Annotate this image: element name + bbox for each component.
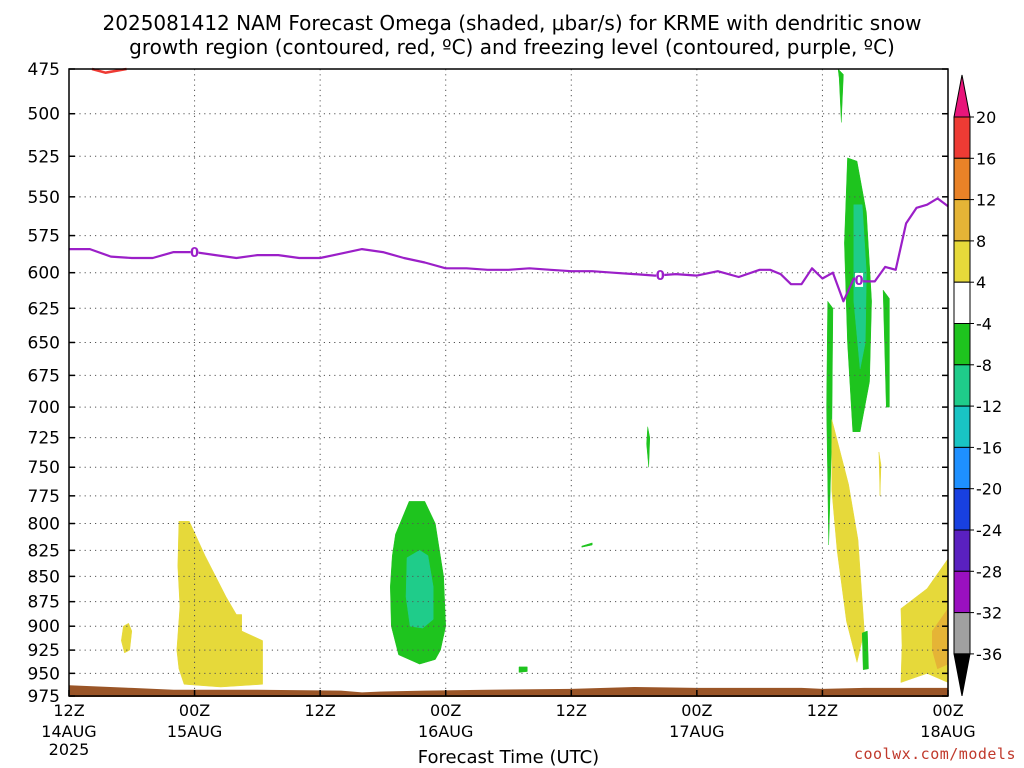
omega-region-1 [121, 623, 133, 654]
colorbar-swatch [953, 323, 971, 366]
y-tick-label: 625 [28, 299, 60, 319]
dgz-contour [91, 67, 127, 74]
x-axis-title: Forecast Time (UTC) [418, 747, 599, 768]
x-tick-label: 2025 [49, 740, 90, 759]
x-tick-label: 12Z [53, 701, 84, 720]
freezing-level-line [69, 197, 949, 303]
y-tick-label: 550 [28, 188, 60, 208]
y-tick-label: 750 [28, 458, 60, 478]
colorbar-label: -36 [976, 645, 1002, 664]
colorbar-label: 12 [976, 191, 996, 210]
colorbar-label: -24 [976, 521, 1002, 540]
x-tick-label: 12Z [304, 701, 335, 720]
colorbar-swatch [953, 405, 971, 448]
colorbar-swatch [953, 488, 971, 531]
x-tick-label: 00Z [430, 701, 461, 720]
omega-region-13 [878, 451, 882, 497]
colorbar-label: -4 [976, 315, 992, 334]
colorbar-label: 8 [976, 232, 986, 251]
colorbar-swatch [953, 364, 971, 407]
colorbar-swatch [953, 612, 971, 655]
omega-region-8 [826, 301, 834, 546]
freezing-level-label: 0 [190, 246, 199, 261]
colorbar-label: 4 [976, 273, 986, 292]
y-tick-label: 700 [28, 398, 60, 418]
colorbar-top-arrow [953, 74, 971, 118]
credit-text: coolwx.com/models [853, 745, 1016, 763]
x-tick-label: 18AUG [920, 722, 975, 741]
x-tick-label: 12Z [556, 701, 587, 720]
x-tick-label: 12Z [807, 701, 838, 720]
colorbar-label: -32 [976, 604, 1002, 623]
y-tick-label: 800 [28, 515, 60, 535]
colorbar-swatch [953, 446, 971, 490]
chart-title-line-1: 2025081412 NAM Forecast Omega (shaded, μ… [102, 11, 922, 35]
y-tick-label: 725 [28, 429, 60, 449]
colorbar-swatch [953, 199, 971, 242]
omega-region-7 [837, 68, 844, 123]
colorbar-swatch [953, 529, 971, 572]
omega-region-6 [646, 426, 651, 468]
colorbar-label: -20 [976, 480, 1002, 499]
plot-frame [68, 68, 949, 697]
y-tick-label: 900 [28, 617, 60, 637]
chart-title-line-2: growth region (contoured, red, ºC) and f… [129, 35, 895, 59]
y-tick-label: 575 [28, 227, 60, 247]
y-tick-label: 975 [28, 687, 60, 707]
y-tick-label: 825 [28, 541, 60, 561]
y-tick-label: 925 [28, 641, 60, 661]
y-tick-label: 875 [28, 593, 60, 613]
colorbar-swatch [953, 281, 971, 325]
omega-region-12 [882, 289, 890, 408]
freezing-level-label: 0 [855, 274, 864, 289]
y-tick-label: 650 [28, 333, 60, 353]
colorbar-label: -28 [976, 562, 1002, 581]
x-tick-label: 17AUG [669, 722, 724, 741]
omega-region-5 [581, 542, 593, 548]
omega-region-16 [932, 608, 949, 670]
x-tick-label: 00Z [179, 701, 210, 720]
y-tick-label: 525 [28, 147, 60, 167]
omega-region-4 [518, 666, 528, 673]
freezing-label-bg [855, 272, 864, 287]
y-tick-label: 500 [28, 105, 60, 125]
y-tick-label: 850 [28, 567, 60, 587]
y-tick-label: 950 [28, 664, 60, 684]
omega-region-0 [176, 521, 263, 688]
omega-region-9 [831, 419, 865, 663]
terrain-fill [69, 685, 948, 697]
y-tick-label: 600 [28, 264, 60, 284]
x-tick-label: 16AUG [418, 722, 473, 741]
colorbar-swatch [953, 570, 971, 614]
omega-region-3 [405, 550, 434, 629]
colorbar-bottom-arrow [953, 653, 971, 696]
x-tick-label: 00Z [681, 701, 712, 720]
x-tick-label: 14AUG [41, 722, 96, 741]
colorbar-swatch [953, 157, 971, 201]
colorbar-label: -8 [976, 356, 992, 375]
colorbar-label: 16 [976, 149, 996, 168]
x-tick-label: 15AUG [167, 722, 222, 741]
colorbar-label: 20 [976, 108, 996, 127]
colorbar-label: -16 [976, 438, 1002, 457]
y-tick-label: 675 [28, 366, 60, 386]
colorbar-swatch [953, 116, 971, 159]
freezing-level-label: 0 [656, 269, 665, 284]
x-tick-label: 00Z [932, 701, 963, 720]
y-tick-label: 475 [28, 60, 60, 80]
freezing-label-bg [190, 245, 199, 260]
freezing-label-bg [656, 268, 665, 283]
y-tick-label: 775 [28, 487, 60, 507]
colorbar-label: -12 [976, 397, 1002, 416]
colorbar-swatch [953, 240, 971, 283]
